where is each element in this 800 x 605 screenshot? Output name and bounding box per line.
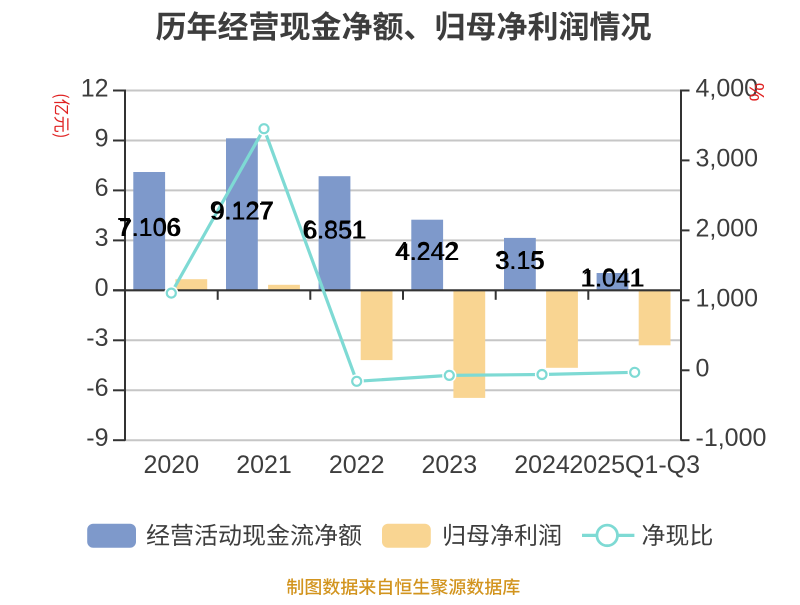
svg-text:3: 3 — [95, 224, 109, 252]
svg-text:0: 0 — [696, 354, 710, 382]
svg-text:6.851: 6.851 — [302, 216, 367, 244]
svg-text:1.041: 1.041 — [580, 265, 645, 293]
svg-text:3,000: 3,000 — [696, 144, 759, 172]
svg-text:6: 6 — [95, 174, 109, 202]
svg-text:1.041: 1.041 — [582, 266, 643, 293]
svg-text:4.242: 4.242 — [395, 238, 460, 266]
svg-text:2021: 2021 — [236, 451, 292, 479]
svg-text:2022: 2022 — [329, 451, 385, 479]
svg-text:12: 12 — [81, 74, 109, 102]
svg-text:4,000: 4,000 — [696, 75, 759, 103]
svg-text:9.127: 9.127 — [210, 197, 275, 225]
svg-text:6.851: 6.851 — [304, 217, 365, 244]
svg-text:3.15: 3.15 — [495, 247, 545, 275]
svg-text:2025Q1-Q3: 2025Q1-Q3 — [569, 451, 700, 479]
svg-text:2024: 2024 — [514, 451, 570, 479]
svg-text:7.106: 7.106 — [117, 214, 182, 242]
svg-text:2,000: 2,000 — [696, 214, 759, 242]
svg-text:-9: -9 — [86, 424, 108, 452]
svg-text:9: 9 — [95, 124, 109, 152]
svg-text:1,000: 1,000 — [696, 284, 759, 312]
svg-text:9.127: 9.127 — [211, 198, 272, 225]
svg-text:2023: 2023 — [421, 451, 477, 479]
svg-text:4.242: 4.242 — [397, 239, 458, 266]
svg-text:-3: -3 — [86, 324, 108, 352]
svg-text:2020: 2020 — [143, 451, 199, 479]
svg-text:-1,000: -1,000 — [696, 424, 767, 452]
svg-text:0: 0 — [95, 274, 109, 302]
svg-text:7.106: 7.106 — [119, 215, 180, 242]
svg-text:3.15: 3.15 — [496, 248, 543, 275]
svg-text:-6: -6 — [86, 374, 108, 402]
svg-text:%: % — [745, 83, 768, 102]
